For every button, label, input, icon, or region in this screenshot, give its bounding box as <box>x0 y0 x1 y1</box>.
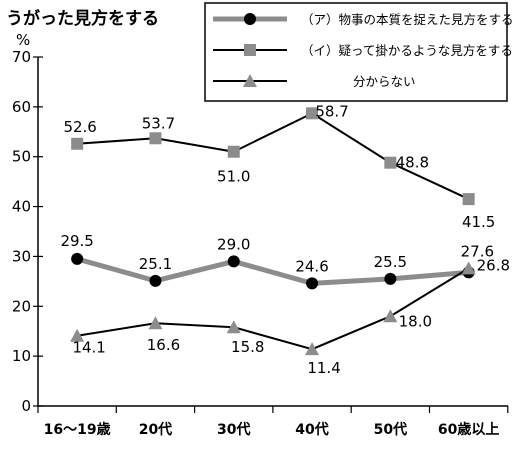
y-axis-unit: % <box>16 31 30 49</box>
data-label: 41.5 <box>462 213 495 231</box>
data-label: 51.0 <box>217 168 250 186</box>
data-label: 52.6 <box>63 118 96 136</box>
axes: 0 10 20 30 40 50 60 70% 16～19歳 20代 30代 40代 50代 60歳以上 <box>12 31 509 438</box>
series-2-point <box>227 145 240 158</box>
x-tick-label: 20代 <box>139 421 172 438</box>
data-label: 16.6 <box>147 336 180 354</box>
data-label: 48.8 <box>396 154 429 172</box>
x-tick-label: 40代 <box>295 421 328 438</box>
series-2-point <box>384 156 397 169</box>
series-3-point <box>70 328 85 342</box>
series-1-point <box>149 274 162 287</box>
y-tick-label: 20 <box>12 297 31 315</box>
series-1-point <box>384 272 397 285</box>
data-label: 53.7 <box>142 114 175 132</box>
data-label: 18.0 <box>399 312 432 330</box>
data-label: 29.5 <box>60 232 93 250</box>
series-line-3 <box>76 267 470 351</box>
legend-marker-2 <box>244 44 256 56</box>
series-markers <box>70 107 476 356</box>
data-label: 29.0 <box>217 235 250 253</box>
series-1-point <box>306 277 319 290</box>
series-2-point <box>462 193 475 206</box>
data-label: 27.6 <box>461 242 494 260</box>
y-tick-label: 60 <box>12 98 31 116</box>
series-3-point <box>461 261 476 275</box>
series-line-1 <box>76 256 469 286</box>
series-lines <box>76 112 470 351</box>
y-tick-label: 70 <box>12 48 31 66</box>
x-tick-label: 50代 <box>374 421 407 438</box>
series-line-2 <box>77 112 470 200</box>
x-tick-label: 30代 <box>217 421 250 438</box>
legend-label-2: （イ）疑って掛かるような見方をする <box>301 43 513 58</box>
x-tick-label: 60歳以上 <box>438 421 499 438</box>
legend-label-3: 分からない <box>353 74 416 89</box>
y-tick-label: 10 <box>12 347 31 365</box>
legend-label-1: （ア）物事の本質を捉えた見方をする <box>301 12 513 27</box>
y-tick-label: 0 <box>21 397 31 415</box>
series-3-point <box>226 320 241 334</box>
data-label: 15.8 <box>231 338 264 356</box>
series-2-point <box>149 132 162 145</box>
series-3-point <box>383 309 398 323</box>
data-label: 26.8 <box>477 256 510 274</box>
series-3-point <box>148 316 163 330</box>
data-label: 25.5 <box>374 253 407 271</box>
data-label: 25.1 <box>139 255 172 273</box>
series-1-point <box>227 255 240 268</box>
y-tick-label: 40 <box>12 198 31 216</box>
data-label: 14.1 <box>72 339 105 357</box>
y-tick-label: 50 <box>12 148 31 166</box>
legend-marker-3 <box>243 74 257 87</box>
data-labels: 29.5 25.1 29.0 24.6 25.5 26.8 52.6 53.7 51.0 58.7… <box>60 102 510 377</box>
data-label: 58.7 <box>315 102 348 120</box>
x-tick-label: 16～19歳 <box>44 421 111 438</box>
y-tick-label: 30 <box>12 247 31 265</box>
data-label: 11.4 <box>307 359 340 377</box>
series-2-point <box>306 107 319 120</box>
series-2-point <box>71 137 84 150</box>
chart-title: うがった見方をする <box>6 9 159 29</box>
series-1-point <box>71 252 84 265</box>
legend-marker-1 <box>244 13 256 25</box>
series-3-point <box>305 342 320 356</box>
data-label: 24.6 <box>295 257 328 275</box>
